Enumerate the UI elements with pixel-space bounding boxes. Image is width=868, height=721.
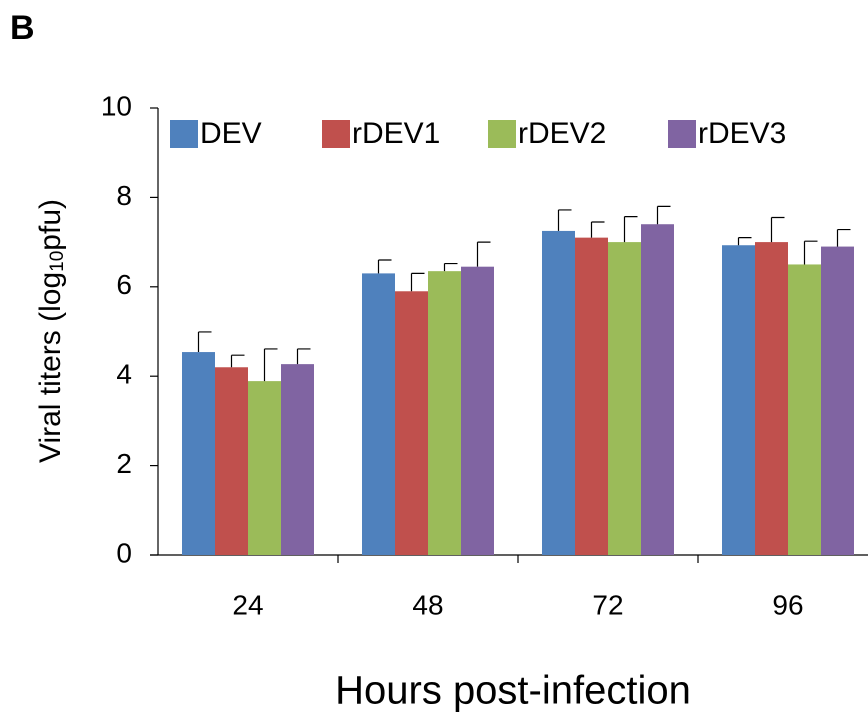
y-label-sub: 10 bbox=[47, 251, 68, 272]
bar bbox=[821, 246, 854, 555]
y-tick-label: 2 bbox=[116, 448, 132, 479]
error-bar bbox=[296, 348, 311, 365]
x-tick-label: 96 bbox=[772, 589, 803, 620]
legend-label: DEV bbox=[200, 117, 262, 150]
y-label-part: Viral titers (log bbox=[34, 272, 67, 463]
error-bar bbox=[410, 272, 425, 292]
bar bbox=[641, 224, 674, 555]
error-bar bbox=[836, 228, 851, 247]
bar bbox=[395, 291, 428, 555]
bar bbox=[788, 264, 821, 555]
error-bar bbox=[263, 348, 278, 382]
y-tick-label: 10 bbox=[101, 90, 132, 121]
bar bbox=[542, 230, 575, 556]
y-tick-label: 8 bbox=[116, 180, 132, 211]
error-bar bbox=[656, 205, 671, 225]
x-axis-label: Hours post-infection bbox=[335, 669, 691, 713]
legend-swatch bbox=[668, 120, 696, 148]
error-bar bbox=[770, 216, 785, 243]
error-bar bbox=[197, 331, 212, 353]
legend-label: rDEV3 bbox=[698, 117, 786, 150]
bar bbox=[755, 242, 788, 555]
error-bar bbox=[377, 259, 392, 274]
bar bbox=[461, 266, 494, 555]
bar bbox=[428, 271, 461, 555]
legend-swatch bbox=[322, 120, 350, 148]
y-tick-label: 6 bbox=[116, 269, 132, 300]
x-tick-label: 48 bbox=[412, 589, 443, 620]
legend-swatch bbox=[170, 120, 198, 148]
bar bbox=[182, 352, 215, 555]
bar bbox=[722, 245, 755, 555]
error-bar bbox=[557, 209, 572, 231]
y-label-part: pfu) bbox=[34, 199, 67, 251]
error-bar bbox=[623, 216, 638, 243]
bar bbox=[362, 273, 395, 555]
x-tick-label: 24 bbox=[232, 589, 263, 620]
error-bar bbox=[476, 241, 491, 267]
error-bar bbox=[590, 221, 605, 238]
bar bbox=[215, 367, 248, 555]
y-axis-label: Viral titers (log10pfu) bbox=[34, 199, 68, 463]
bar bbox=[608, 242, 641, 555]
y-tick-label: 4 bbox=[116, 359, 132, 390]
bar bbox=[248, 381, 281, 555]
error-bar bbox=[803, 240, 818, 265]
legend-swatch bbox=[488, 120, 516, 148]
legend-label: rDEV1 bbox=[352, 117, 440, 150]
panel-label: B bbox=[10, 9, 35, 47]
error-bar bbox=[230, 354, 245, 368]
y-tick-label: 0 bbox=[116, 537, 132, 568]
bar bbox=[575, 237, 608, 555]
x-tick-label: 72 bbox=[592, 589, 623, 620]
error-bar bbox=[737, 237, 752, 246]
legend-label: rDEV2 bbox=[518, 117, 606, 150]
error-bar bbox=[443, 262, 458, 272]
bar bbox=[281, 364, 314, 555]
